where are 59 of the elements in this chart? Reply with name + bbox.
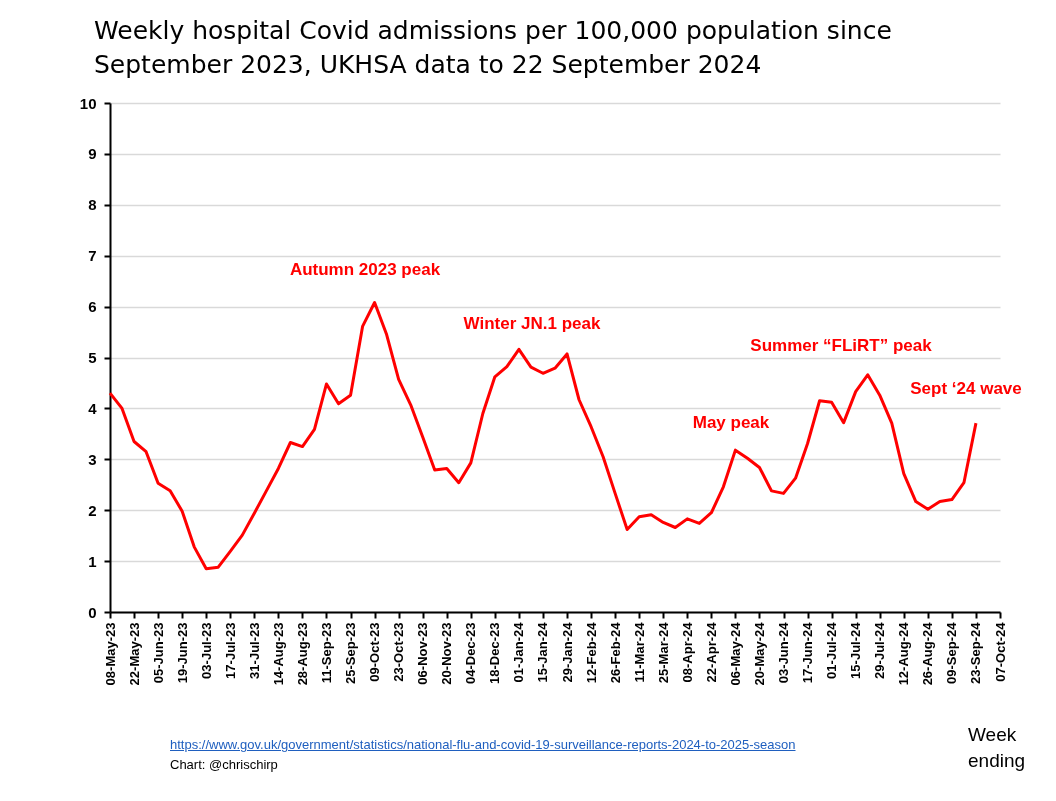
text: https://www.gov.uk/government/statistics/national-flu-and-covid-19-surveillance-reports-2024-to-2025-season [170,737,796,752]
x-tick-label: 31-Jul-23 [246,622,262,679]
x-tick-label: 25-Sep-23 [343,622,359,684]
x-tick-label: 03-Jun-24 [776,621,792,684]
x-tick-label: 28-Aug-23 [294,622,310,686]
y-tick-label: 2 [88,501,97,519]
y-tick-label: 6 [88,298,97,316]
x-tick-label: 17-Jul-23 [222,622,238,679]
x-tick-label: 26-Feb-24 [607,621,623,684]
x-tick-label: 14-Aug-23 [270,622,286,686]
y-tick-label: 3 [88,450,97,468]
x-tick-label: 09-Oct-23 [367,622,383,682]
x-tick-label: 22-May-23 [126,622,142,686]
annotation: Sept ‘24 wave [910,379,1022,399]
x-tick-label: 11-Sep-23 [318,622,334,684]
y-tick-label: 4 [88,399,98,417]
x-tick-label: 15-Jan-24 [535,621,551,683]
x-tick-label: 19-Jun-23 [174,622,190,684]
text: Chart: @chrischirp [170,757,278,772]
x-tick-label: 01-Jul-24 [824,621,840,679]
y-tick-label: 8 [88,196,97,214]
y-tick-label: 10 [79,94,97,112]
x-tick-label: 08-May-23 [102,622,118,686]
x-tick-label: 01-Jan-24 [511,621,527,683]
x-tick-label: 29-Jul-24 [872,621,888,679]
x-tick-label: 20-Nov-23 [439,622,455,685]
x-tick-label: 18-Dec-23 [487,622,503,684]
x-tick-label: 04-Dec-23 [463,622,479,684]
x-tick-label: 05-Jun-23 [150,622,166,684]
y-tick-label: 5 [88,349,97,366]
x-tick-label: 09-Sep-24 [944,621,960,684]
x-tick-label: 22-Apr-24 [703,621,719,683]
x-tick-label: 15-Jul-24 [848,621,864,679]
x-tick-label: 07-Oct-24 [992,621,1008,682]
y-tick-label: 7 [88,247,97,265]
annotation: Summer “FLiRT” peak [750,336,932,356]
x-tick-label: 23-Oct-23 [391,622,407,682]
x-tick-label: 20-May-24 [751,621,767,686]
x-tick-label: 06-Nov-23 [415,622,431,685]
x-tick-label: 23-Sep-24 [968,621,984,684]
x-tick-label: 03-Jul-23 [198,622,214,679]
x-tick-label: 25-Mar-24 [655,621,671,684]
annotation: Autumn 2023 peak [289,260,441,280]
x-axis-title: Week ending [968,723,1027,773]
x-tick-label: 26-Aug-24 [920,621,936,686]
x-tick-label: 17-Jun-24 [800,621,816,684]
x-tick-label: 29-Jan-24 [559,621,575,683]
x-tick-label: 12-Feb-24 [583,621,599,684]
x-tick-label: 12-Aug-24 [896,621,912,686]
y-tick-label: 1 [88,552,97,570]
x-tick-label: 08-Apr-24 [679,621,695,683]
annotation: Winter JN.1 peak [463,314,601,334]
line-series [108,301,978,571]
x-tick-label: 06-May-24 [727,621,743,686]
y-tick-label: 0 [88,603,97,621]
y-tick-label: 9 [88,145,97,163]
x-tick-label: 11-Mar-24 [631,621,647,683]
chart-title: Weekly hospital Covid admissions per 100,000 population since September 2023, UKHSA data to 22 September 2024 [94,15,893,81]
annotation: May peak [692,413,770,433]
